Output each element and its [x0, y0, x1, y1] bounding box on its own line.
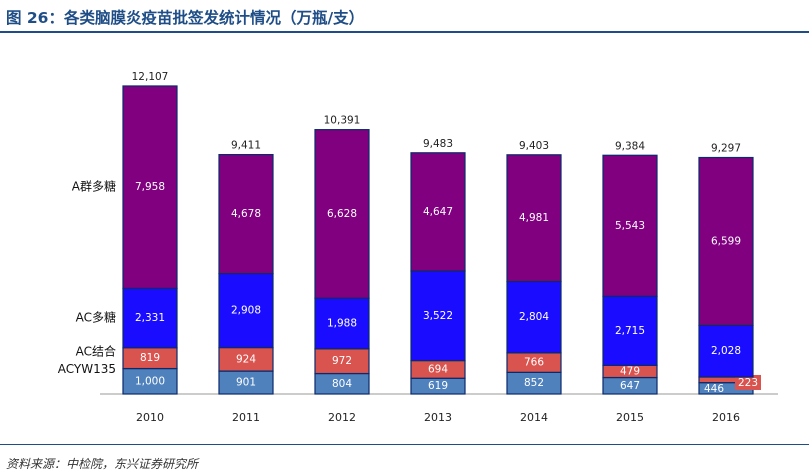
bar-segment-AC多糖-2014 — [506, 280, 562, 354]
segment-label-A群多糖-2011: 4,678 — [231, 208, 261, 220]
segment-label-AC结合-2012: 972 — [332, 355, 352, 367]
legend-label-AC多糖: AC多糖 — [76, 310, 116, 325]
x-tick-label-2010: 2010 — [136, 411, 164, 424]
segment-label-AC结合-2013: 694 — [428, 363, 448, 375]
stacked-bar-chart: 1,000 819 2,331 7,958 12,107 2010 901 924 2,908 4… — [58, 71, 778, 424]
segment-label-A群多糖-2014: 4,981 — [519, 212, 549, 224]
bar-segment-A群多糖-2013 — [410, 152, 466, 272]
segment-label-A群多糖-2016: 6,599 — [711, 235, 741, 247]
segment-label-A群多糖-2012: 6,628 — [327, 208, 357, 220]
source-note: 资料来源：中检院，东兴证券研究所 — [6, 457, 199, 471]
segment-label-AC多糖-2015: 2,715 — [615, 325, 645, 337]
segment-label-AC多糖-2014: 2,804 — [519, 311, 549, 323]
segment-label-A群多糖-2015: 5,543 — [615, 220, 645, 232]
segment-label-ACYW135-2011: 901 — [236, 377, 256, 389]
segment-label-ACYW135-2015: 647 — [620, 380, 640, 392]
bar-segment-A群多糖-2016 — [698, 156, 754, 326]
segment-label-ACYW135-2016: 446 — [704, 383, 724, 395]
bar-segment-A群多糖-2012 — [314, 129, 370, 299]
x-tick-label-2015: 2015 — [616, 411, 644, 424]
total-label-2010: 12,107 — [132, 71, 169, 83]
segment-label-AC多糖-2011: 2,908 — [231, 305, 261, 317]
bar-segment-AC结合-2012 — [314, 348, 370, 375]
bar-segment-AC多糖-2010 — [122, 287, 178, 349]
segment-label-AC多糖-2013: 3,522 — [423, 310, 453, 322]
segment-label-AC多糖-2012: 1,988 — [327, 318, 357, 330]
bar-segment-AC多糖-2013 — [410, 270, 466, 362]
segment-label-ACYW135-2013: 619 — [428, 380, 448, 392]
title-rule — [0, 31, 809, 33]
segment-label-AC多糖-2010: 2,331 — [135, 312, 165, 324]
bar-segment-A群多糖-2010 — [122, 85, 178, 290]
segment-label-ACYW135-2012: 804 — [332, 378, 352, 390]
bar-segment-AC多糖-2016 — [698, 324, 754, 378]
chart-title: 图 26：各类脑膜炎疫苗批签发统计情况（万瓶/支） — [6, 9, 365, 27]
segment-label-A群多糖-2010: 7,958 — [135, 181, 165, 193]
total-label-2016: 9,297 — [711, 143, 741, 155]
x-tick-label-2011: 2011 — [232, 411, 260, 424]
x-tick-label-2012: 2012 — [328, 411, 356, 424]
segment-label-AC结合-2014: 766 — [524, 357, 544, 369]
segment-label-AC结合-2016: 223 — [738, 377, 758, 389]
total-label-2012: 10,391 — [324, 115, 361, 127]
legend-label-A群多糖: A群多糖 — [72, 179, 116, 194]
total-label-2013: 9,483 — [423, 138, 453, 150]
bar-segment-A群多糖-2014 — [506, 154, 562, 283]
legend-label-AC结合: AC结合 — [76, 344, 116, 359]
label-bg-AC结合-2016 — [735, 374, 761, 390]
x-tick-label-2014: 2014 — [520, 411, 548, 424]
segment-label-A群多糖-2013: 4,647 — [423, 206, 453, 218]
footer-rule — [0, 444, 809, 445]
total-label-2015: 9,384 — [615, 140, 645, 152]
bar-segment-A群多糖-2015 — [602, 154, 658, 297]
segment-label-AC结合-2015: 479 — [620, 365, 640, 377]
segment-label-AC结合-2010: 819 — [140, 352, 160, 364]
segment-label-ACYW135-2010: 1,000 — [135, 375, 165, 387]
bar-segment-ACYW135-2010 — [122, 367, 178, 395]
bar-segment-A群多糖-2011 — [218, 153, 274, 275]
segment-label-AC结合-2011: 924 — [236, 353, 256, 365]
x-tick-label-2013: 2013 — [424, 411, 452, 424]
segment-label-AC多糖-2016: 2,028 — [711, 345, 741, 357]
segment-label-ACYW135-2014: 852 — [524, 377, 544, 389]
x-tick-label-2016: 2016 — [712, 411, 740, 424]
total-label-2011: 9,411 — [231, 140, 261, 152]
legend-label-ACYW135: ACYW135 — [58, 362, 116, 376]
total-label-2014: 9,403 — [519, 140, 549, 152]
